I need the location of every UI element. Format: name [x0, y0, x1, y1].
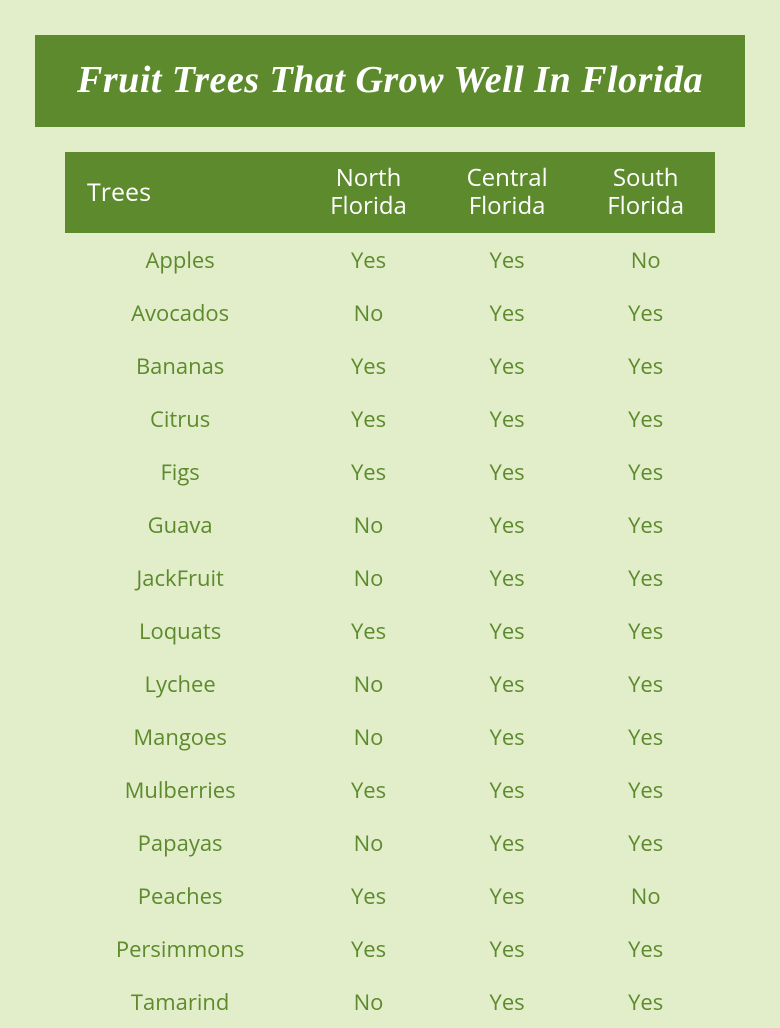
region-value-cell: Yes	[576, 498, 715, 551]
region-value-cell: Yes	[576, 286, 715, 339]
region-value-cell: Yes	[299, 233, 438, 286]
tree-name-cell: Tamarind	[65, 975, 299, 1028]
region-value-cell: Yes	[576, 392, 715, 445]
col-header-north: North Florida	[299, 152, 438, 234]
region-value-cell: Yes	[299, 922, 438, 975]
table-row: CitrusYesYesYes	[65, 392, 715, 445]
table-row: TamarindNoYesYes	[65, 975, 715, 1028]
table-header-row: Trees North Florida Central Florida Sout…	[65, 152, 715, 234]
table-row: ApplesYesYesNo	[65, 233, 715, 286]
region-value-cell: Yes	[438, 710, 577, 763]
tree-name-cell: Avocados	[65, 286, 299, 339]
region-value-cell: Yes	[299, 604, 438, 657]
table-row: PeachesYesYesNo	[65, 869, 715, 922]
table-row: BananasYesYesYes	[65, 339, 715, 392]
region-value-cell: Yes	[576, 763, 715, 816]
region-value-cell: Yes	[576, 816, 715, 869]
region-value-cell: No	[299, 657, 438, 710]
col-header-south: South Florida	[576, 152, 715, 234]
region-value-cell: Yes	[299, 869, 438, 922]
region-value-cell: Yes	[438, 657, 577, 710]
tree-name-cell: Lychee	[65, 657, 299, 710]
region-value-cell: No	[576, 869, 715, 922]
table-row: PapayasNoYesYes	[65, 816, 715, 869]
region-value-cell: Yes	[438, 763, 577, 816]
region-value-cell: No	[299, 816, 438, 869]
table-row: LoquatsYesYesYes	[65, 604, 715, 657]
table-row: LycheeNoYesYes	[65, 657, 715, 710]
region-value-cell: Yes	[576, 975, 715, 1028]
region-value-cell: Yes	[299, 339, 438, 392]
table-row: MulberriesYesYesYes	[65, 763, 715, 816]
region-value-cell: Yes	[576, 551, 715, 604]
region-value-cell: No	[299, 286, 438, 339]
region-value-cell: No	[299, 498, 438, 551]
region-value-cell: Yes	[576, 445, 715, 498]
tree-name-cell: Citrus	[65, 392, 299, 445]
region-value-cell: Yes	[299, 763, 438, 816]
table-row: FigsYesYesYes	[65, 445, 715, 498]
region-value-cell: Yes	[438, 233, 577, 286]
region-value-cell: Yes	[438, 498, 577, 551]
fruit-trees-table: Trees North Florida Central Florida Sout…	[65, 152, 715, 1028]
table-row: GuavaNoYesYes	[65, 498, 715, 551]
table-container: Trees North Florida Central Florida Sout…	[35, 152, 745, 1028]
region-value-cell: Yes	[438, 392, 577, 445]
tree-name-cell: Mangoes	[65, 710, 299, 763]
region-value-cell: No	[299, 551, 438, 604]
title-banner: Fruit Trees That Grow Well In Florida	[35, 35, 745, 127]
tree-name-cell: JackFruit	[65, 551, 299, 604]
tree-name-cell: Mulberries	[65, 763, 299, 816]
region-value-cell: Yes	[299, 392, 438, 445]
tree-name-cell: Peaches	[65, 869, 299, 922]
region-value-cell: Yes	[438, 604, 577, 657]
region-value-cell: Yes	[576, 604, 715, 657]
region-value-cell: Yes	[438, 339, 577, 392]
tree-name-cell: Apples	[65, 233, 299, 286]
tree-name-cell: Loquats	[65, 604, 299, 657]
region-value-cell: Yes	[438, 922, 577, 975]
region-value-cell: No	[299, 975, 438, 1028]
region-value-cell: No	[576, 233, 715, 286]
region-value-cell: Yes	[438, 816, 577, 869]
table-body: ApplesYesYesNoAvocadosNoYesYesBananasYes…	[65, 233, 715, 1028]
region-value-cell: Yes	[438, 869, 577, 922]
tree-name-cell: Figs	[65, 445, 299, 498]
region-value-cell: Yes	[576, 922, 715, 975]
table-row: AvocadosNoYesYes	[65, 286, 715, 339]
col-header-central: Central Florida	[438, 152, 577, 234]
region-value-cell: Yes	[576, 657, 715, 710]
region-value-cell: No	[299, 710, 438, 763]
region-value-cell: Yes	[438, 551, 577, 604]
tree-name-cell: Papayas	[65, 816, 299, 869]
region-value-cell: Yes	[438, 286, 577, 339]
table-row: MangoesNoYesYes	[65, 710, 715, 763]
tree-name-cell: Guava	[65, 498, 299, 551]
table-row: PersimmonsYesYesYes	[65, 922, 715, 975]
col-header-trees: Trees	[65, 152, 299, 234]
page-title: Fruit Trees That Grow Well In Florida	[65, 57, 715, 105]
region-value-cell: Yes	[299, 445, 438, 498]
region-value-cell: Yes	[576, 710, 715, 763]
tree-name-cell: Persimmons	[65, 922, 299, 975]
region-value-cell: Yes	[438, 445, 577, 498]
region-value-cell: Yes	[438, 975, 577, 1028]
region-value-cell: Yes	[576, 339, 715, 392]
table-row: JackFruitNoYesYes	[65, 551, 715, 604]
tree-name-cell: Bananas	[65, 339, 299, 392]
